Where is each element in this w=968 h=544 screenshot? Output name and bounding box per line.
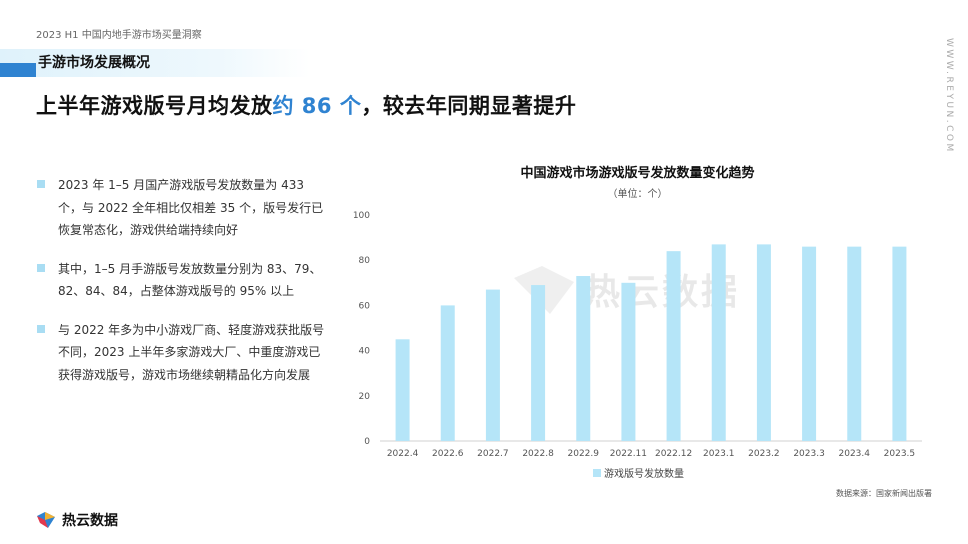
footer-logo: 热云数据 [36, 510, 118, 530]
x-tick-label: 2023.5 [884, 449, 916, 459]
bar [440, 305, 455, 441]
x-tick-label: 2022.4 [387, 449, 419, 459]
bullet-item: 2023 年 1–5 月国产游戏版号发放数量为 433 个，与 2022 全年相… [36, 174, 326, 242]
y-tick-label: 0 [364, 437, 370, 447]
bullet-text: 其中，1–5 月手游版号发放数量分别为 83、79、82、84、84，占整体游戏… [58, 261, 322, 299]
bullet-text: 与 2022 年多为中小游戏厂商、轻度游戏获批版号不同，2023 上半年多家游戏… [58, 322, 325, 382]
bar [711, 244, 726, 441]
x-tick-label: 2022.8 [522, 449, 554, 459]
bar [621, 282, 636, 441]
bar [756, 244, 771, 441]
y-tick-label: 40 [359, 347, 371, 357]
bullet-item: 与 2022 年多为中小游戏厂商、轻度游戏获批版号不同，2023 上半年多家游戏… [36, 319, 326, 387]
legend-label: 游戏版号发放数量 [604, 467, 684, 480]
x-tick-label: 2023.1 [703, 449, 735, 459]
x-tick-label: 2022.12 [655, 449, 692, 459]
bullet-item: 其中，1–5 月手游版号发放数量分别为 83、79、82、84、84，占整体游戏… [36, 258, 326, 303]
side-url: WWW.REYUN.COM [944, 38, 954, 154]
x-tick-label: 2023.4 [839, 449, 871, 459]
section-band [0, 49, 310, 77]
x-tick-label: 2022.9 [568, 449, 600, 459]
footer-logo-text: 热云数据 [62, 513, 118, 529]
x-tick-label: 2022.7 [477, 449, 509, 459]
chart-title: 中国游戏市场游戏版号发放数量变化趋势 [520, 166, 755, 181]
bullet-square-icon [37, 263, 45, 272]
y-tick-label: 100 [353, 211, 370, 221]
bar [485, 289, 500, 441]
y-tick-label: 60 [359, 301, 371, 311]
section-title: 手游市场发展概况 [38, 55, 150, 71]
bullet-square-icon [37, 324, 45, 333]
section-band-accent [0, 63, 36, 77]
watermark-text: 热云数据 [584, 272, 741, 313]
bar [802, 246, 817, 441]
reyun-logo-icon [37, 512, 55, 528]
legend-swatch [593, 469, 601, 477]
bar [576, 276, 591, 441]
bar [395, 339, 410, 441]
x-tick-label: 2023.2 [748, 449, 780, 459]
data-source: 数据来源：国家新闻出版署 [836, 489, 932, 498]
x-tick-label: 2023.3 [793, 449, 825, 459]
bar [847, 246, 862, 441]
page-headline: 上半年游戏版号月均发放约 86 个，较去年同期显著提升 [36, 90, 576, 120]
bar [892, 246, 907, 441]
chart-unit: （单位：个） [607, 189, 668, 200]
bullet-square-icon [37, 180, 45, 188]
bar [666, 251, 681, 441]
y-tick-label: 20 [359, 392, 371, 402]
headline-prefix: 上半年游戏版号月均发放 [36, 94, 273, 118]
x-tick-label: 2022.11 [610, 449, 647, 459]
bar-chart: 0 20 40 60 80 100 2022.4 2022.6 2022.7 2022.8 2022… [353, 211, 922, 480]
bullet-text: 2023 年 1–5 月国产游戏版号发放数量为 433 个，与 2022 全年相… [58, 178, 324, 237]
bullet-list: 2023 年 1–5 月国产游戏版号发放数量为 433 个，与 2022 全年相… [36, 174, 326, 402]
headline-suffix: ，较去年同期显著提升 [361, 94, 577, 118]
y-tick-label: 80 [359, 256, 371, 266]
headline-highlight: 约 86 个 [272, 94, 362, 118]
report-label: 2023 H1 中国内地手游市场买量洞察 [36, 30, 202, 41]
bar [531, 285, 546, 441]
x-tick-label: 2022.6 [432, 449, 464, 459]
